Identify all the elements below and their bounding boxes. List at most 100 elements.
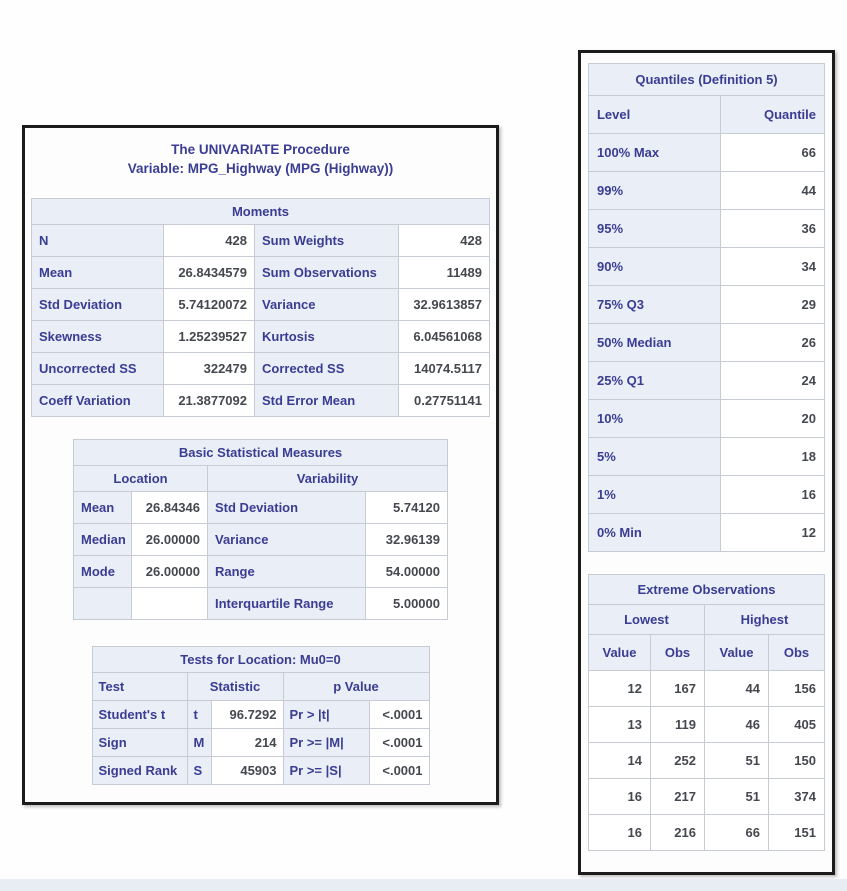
value-cell: 26.84346 xyxy=(131,491,208,524)
quantile-value-cell: 16 xyxy=(719,475,826,514)
quantile-value-cell: 18 xyxy=(719,437,826,476)
p-label-cell: Pr >= |M| xyxy=(282,728,370,757)
table-row: 14 252 51 150 xyxy=(587,742,826,779)
column-header: Quantile xyxy=(719,95,826,134)
table-row: Skewness 1.25239527 Kurtosis 6.04561068 xyxy=(31,320,490,353)
p-label-cell: Pr >= |S| xyxy=(282,756,370,785)
table-caption: Moments xyxy=(31,198,490,225)
column-group-row: Location Variability xyxy=(73,465,448,492)
table-row: Mean 26.84346 Std Deviation 5.74120 xyxy=(73,491,448,524)
table-row: 50% Median 26 xyxy=(587,323,826,362)
table-row: Mode 26.00000 Range 54.00000 xyxy=(73,555,448,588)
p-value-cell: <.0001 xyxy=(368,700,430,729)
row-label-cell: Corrected SS xyxy=(254,352,399,385)
table-caption-row: Moments xyxy=(31,198,490,225)
quantile-value-cell: 34 xyxy=(719,247,826,286)
quantile-level-cell: 95% xyxy=(587,209,721,248)
table-row: 75% Q3 29 xyxy=(587,285,826,324)
quantile-level-cell: 5% xyxy=(587,437,721,476)
statistic-symbol-cell: M xyxy=(186,728,212,757)
table-row: 95% 36 xyxy=(587,209,826,248)
table-row: Sign M 214 Pr >= |M| <.0001 xyxy=(91,728,430,757)
row-label-cell: Std Deviation xyxy=(31,288,164,321)
value-cell: 11489 xyxy=(398,256,490,289)
test-name-cell: Student's t xyxy=(91,700,188,729)
quantile-value-cell: 12 xyxy=(719,513,826,552)
column-header-row: Value Obs Value Obs xyxy=(587,634,826,671)
moments-table: Moments N 428 Sum Weights 428 Mean 26.84… xyxy=(31,198,490,417)
value-cell: 51 xyxy=(703,742,769,779)
statistic-symbol-cell: S xyxy=(186,756,212,785)
table-row: Student's t t 96.7292 Pr > |t| <.0001 xyxy=(91,700,430,729)
row-label-cell: Mean xyxy=(31,256,164,289)
quantile-value-cell: 24 xyxy=(719,361,826,400)
table-row: 100% Max 66 xyxy=(587,133,826,172)
value-cell: 5.74120 xyxy=(365,491,448,524)
value-cell: 66 xyxy=(703,814,769,851)
table-row: 16 216 66 151 xyxy=(587,814,826,851)
quantile-level-cell: 99% xyxy=(587,171,721,210)
value-cell: 21.3877092 xyxy=(163,384,255,417)
quantile-value-cell: 66 xyxy=(719,133,826,172)
obs-cell: 150 xyxy=(767,742,826,779)
column-header: Test xyxy=(91,672,188,701)
obs-cell: 405 xyxy=(767,706,826,743)
row-label-cell: Median xyxy=(73,523,132,556)
table-caption-row: Tests for Location: Mu0=0 xyxy=(91,646,430,673)
column-group-header: Highest xyxy=(703,604,826,635)
obs-cell: 252 xyxy=(649,742,705,779)
table-row: Uncorrected SS 322479 Corrected SS 14074… xyxy=(31,352,490,385)
value-cell: 5.00000 xyxy=(365,587,448,620)
table-row: 25% Q1 24 xyxy=(587,361,826,400)
column-group-row: Lowest Highest xyxy=(587,604,826,635)
row-label-cell: Sum Weights xyxy=(254,224,399,257)
quantile-level-cell: 90% xyxy=(587,247,721,286)
column-header: Obs xyxy=(649,634,705,671)
obs-cell: 156 xyxy=(767,670,826,707)
value-cell: 322479 xyxy=(163,352,255,385)
p-value-cell: <.0001 xyxy=(368,756,430,785)
row-label-cell: N xyxy=(31,224,164,257)
statistic-symbol-cell: t xyxy=(186,700,212,729)
basic-statistical-measures-table: Basic Statistical Measures Location Vari… xyxy=(73,439,448,620)
statistic-value-cell: 45903 xyxy=(210,756,284,785)
table-row: 1% 16 xyxy=(587,475,826,514)
table-caption-row: Extreme Observations xyxy=(587,574,826,605)
table-row: 12 167 44 156 xyxy=(587,670,826,707)
column-header: Level xyxy=(587,95,721,134)
procedure-title: The UNIVARIATE Procedure Variable: MPG_H… xyxy=(25,140,496,178)
table-caption: Tests for Location: Mu0=0 xyxy=(91,646,430,673)
obs-cell: 119 xyxy=(649,706,705,743)
table-caption: Extreme Observations xyxy=(587,574,826,605)
quantile-value-cell: 26 xyxy=(719,323,826,362)
p-label-cell: Pr > |t| xyxy=(282,700,370,729)
table-row: N 428 Sum Weights 428 xyxy=(31,224,490,257)
row-label-cell: Mode xyxy=(73,555,132,588)
column-header: Statistic xyxy=(186,672,284,701)
obs-cell: 167 xyxy=(649,670,705,707)
row-label-cell: Skewness xyxy=(31,320,164,353)
row-label-cell: Sum Observations xyxy=(254,256,399,289)
value-cell xyxy=(131,587,208,620)
table-row: 5% 18 xyxy=(587,437,826,476)
value-cell: 44 xyxy=(703,670,769,707)
quantile-level-cell: 50% Median xyxy=(587,323,721,362)
test-name-cell: Signed Rank xyxy=(91,756,188,785)
value-cell: 26.8434579 xyxy=(163,256,255,289)
value-cell: 26.00000 xyxy=(131,523,208,556)
column-header-row: Level Quantile xyxy=(587,95,826,134)
table-row: Coeff Variation 21.3877092 Std Error Mea… xyxy=(31,384,490,417)
row-label-cell: Mean xyxy=(73,491,132,524)
tests-for-location-table: Tests for Location: Mu0=0 Test Statistic… xyxy=(91,646,430,785)
row-label-cell xyxy=(73,587,132,620)
row-label-cell: Range xyxy=(207,555,366,588)
row-label-cell: Uncorrected SS xyxy=(31,352,164,385)
value-cell: 5.74120072 xyxy=(163,288,255,321)
row-label-cell: Std Error Mean xyxy=(254,384,399,417)
table-caption-row: Quantiles (Definition 5) xyxy=(587,63,826,96)
bottom-band xyxy=(0,879,847,891)
row-label-cell: Std Deviation xyxy=(207,491,366,524)
column-header: Obs xyxy=(767,634,826,671)
column-group-header: Lowest xyxy=(587,604,705,635)
table-row: Median 26.00000 Variance 32.96139 xyxy=(73,523,448,556)
